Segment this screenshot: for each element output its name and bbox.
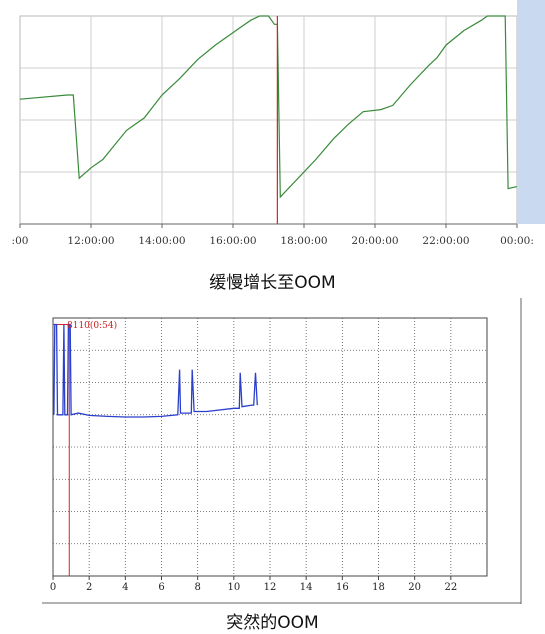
x-tick-label: 2 (86, 582, 92, 593)
series-memory (19, 15, 518, 199)
x-tick-label: 14 (300, 582, 313, 593)
x-tick-label: 6 (158, 582, 164, 593)
series-line (19, 15, 518, 199)
chart-sudden-oom: 8110(0:54) 0 2 4 6 8 10 12 14 16 18 20 22 (42, 298, 522, 604)
x-axis: 0 2 4 6 8 10 12 14 16 18 20 22 (50, 576, 457, 593)
x-tick-label: 8 (194, 582, 200, 593)
grid (20, 16, 517, 224)
x-tick-label: 4 (122, 582, 128, 593)
x-tick-label: 16:00:00 (209, 235, 256, 247)
grid (53, 318, 487, 576)
right-scrollbar[interactable] (517, 0, 545, 224)
x-tick-label: 20 (408, 582, 421, 593)
x-tick-label: :00 (12, 235, 29, 247)
x-tick-label: 20:00:00 (351, 235, 398, 247)
x-tick-label: 12:00:00 (67, 235, 114, 247)
peak-annotation: 8110(0:54) (67, 320, 117, 331)
x-tick-label: 18:00:00 (280, 235, 327, 247)
x-tick-label: 16 (336, 582, 349, 593)
x-tick-label: 18 (372, 582, 385, 593)
x-tick-label: 22 (444, 582, 457, 593)
x-tick-label: 10 (227, 582, 240, 593)
chart-slow-oom: :00 12:00:00 14:00:00 16:00:00 18:00:00 20:00… (12, 0, 545, 247)
x-tick-label: 22:00:00 (422, 235, 469, 247)
x-tick-label: 12 (264, 582, 277, 593)
x-axis: :00 12:00:00 14:00:00 16:00:00 18:00:00 20:00… (12, 223, 534, 247)
caption-slow-oom: 缓慢增长至OOM (209, 273, 336, 293)
series-memory (53, 323, 258, 418)
x-tick-label: 14:00:00 (138, 235, 185, 247)
series-line (53, 323, 258, 418)
caption-sudden-oom: 突然的OOM (226, 613, 319, 633)
x-tick-label: 0 (50, 582, 56, 593)
x-tick-label: 00:00: (500, 235, 534, 247)
